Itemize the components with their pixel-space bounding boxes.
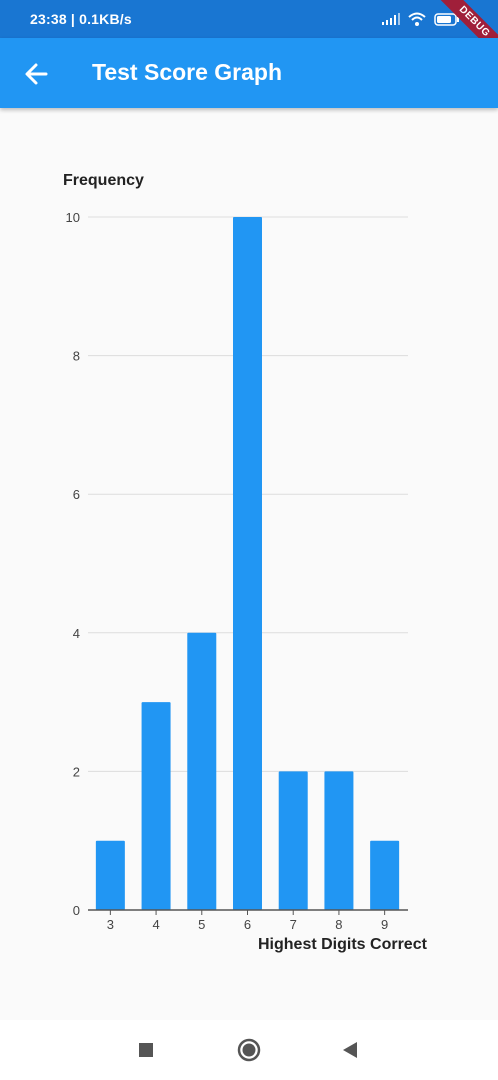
y-tick-label: 6	[73, 487, 80, 502]
recent-apps-icon[interactable]	[134, 1038, 158, 1062]
x-tick-label: 9	[381, 917, 388, 930]
wifi-icon	[408, 12, 426, 26]
x-axis-label: Highest Digits Correct	[258, 936, 427, 953]
bar-chart: 0 2 4 6 8 10 3 4 5 6 7 8 9	[66, 210, 408, 930]
y-tick-label: 2	[73, 764, 80, 779]
arrow-back-icon[interactable]	[18, 56, 54, 92]
battery-icon	[434, 12, 459, 26]
page-title: Test Score Graph	[92, 59, 283, 85]
bar-4	[141, 702, 171, 910]
x-tick-label: 4	[152, 917, 159, 930]
bar-3	[95, 840, 125, 910]
home-icon[interactable]	[237, 1038, 261, 1062]
x-tick-label: 6	[244, 917, 251, 930]
status-bar: 23:38 | 0.1KB/s DEBUG	[0, 0, 498, 71]
bar-6	[233, 217, 262, 910]
bar-5	[187, 632, 217, 910]
signal-icon	[382, 13, 400, 25]
y-tick-label: 0	[73, 903, 80, 918]
x-tick-label: 7	[290, 917, 297, 930]
bar-7	[278, 771, 308, 910]
x-tick-label: 5	[198, 917, 205, 930]
x-tick-label: 3	[107, 917, 114, 930]
chart-area: Frequency 0 2 4 6 8 10 3 4 5 6 7 8 9 Highest Digits …	[0, 110, 498, 1020]
status-time: 23:38 | 0.1KB/s	[30, 11, 132, 27]
y-tick-label: 4	[73, 626, 80, 641]
bar-8	[324, 771, 354, 910]
status-icons	[382, 12, 460, 26]
y-axis-label: Frequency	[63, 172, 144, 189]
system-nav-bar	[0, 1020, 498, 1080]
y-tick-label: 8	[73, 349, 80, 364]
y-tick-label: 10	[66, 210, 80, 225]
bar-9	[370, 840, 400, 910]
app-bar: Test Score Graph	[0, 38, 498, 108]
x-tick-label: 8	[335, 917, 342, 930]
back-triangle-icon[interactable]	[338, 1038, 362, 1062]
